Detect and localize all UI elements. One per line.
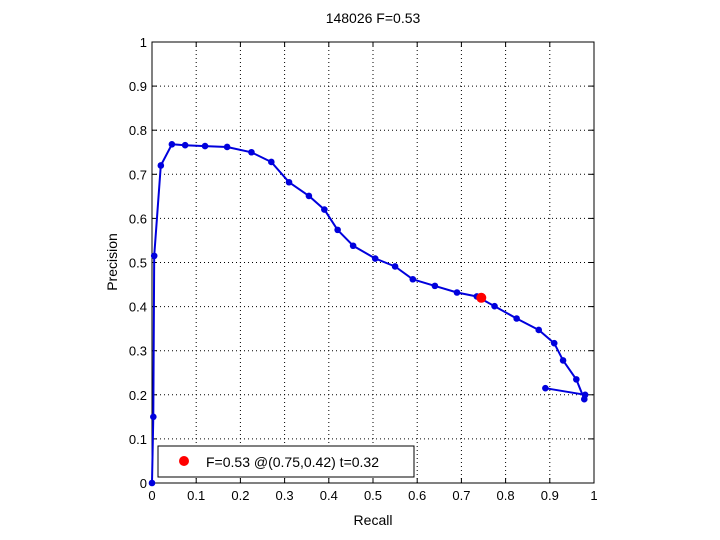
pr-curve-point — [559, 357, 567, 364]
x-tick-label: 0.5 — [364, 488, 382, 503]
pr-curve-point — [371, 255, 379, 262]
pr-curve-point — [321, 206, 328, 213]
pr-curve-point — [268, 158, 275, 166]
x-tick-label: 0.3 — [276, 488, 294, 503]
grid — [152, 42, 594, 483]
pr-curve-point — [409, 275, 417, 283]
x-tick-label: 0.6 — [408, 488, 426, 503]
pr-curve-point — [201, 142, 209, 150]
pr-curve-point — [148, 479, 156, 487]
y-tick-label: 0.9 — [129, 79, 147, 94]
y-tick-label: 0 — [140, 476, 147, 491]
legend-box — [157, 445, 415, 478]
chart-title: 148026 F=0.53 — [326, 10, 421, 26]
pr-curve-point — [181, 141, 189, 149]
pr-curve-point — [285, 178, 293, 186]
x-tick-label: 0.7 — [452, 488, 470, 503]
x-tick-label: 0.9 — [541, 488, 559, 503]
pr-curve-point — [581, 391, 589, 399]
pr-curve-point — [513, 315, 520, 322]
y-tick-label: 0.8 — [129, 123, 147, 138]
y-tick-label: 0.3 — [129, 344, 147, 359]
pr-curve-point — [157, 162, 165, 169]
pr-curve-point — [150, 413, 157, 421]
pr-curve-point — [573, 376, 580, 383]
pr-curve-point — [391, 263, 399, 270]
pr-curve-point — [453, 289, 461, 296]
y-tick-label: 0.2 — [129, 388, 147, 403]
x-tick-labels: 0 0.1 0.2 0.3 0.4 0.5 0.6 0.7 0.8 0.9 1 — [148, 488, 597, 503]
y-tick-label: 1 — [140, 35, 147, 50]
pr-curve-point — [248, 148, 255, 156]
y-tick-label: 0.6 — [129, 211, 147, 226]
x-tick-label: 0.4 — [320, 488, 338, 503]
y-tick-label: 0.5 — [129, 256, 147, 271]
legend-marker-best-point — [179, 456, 189, 466]
pr-curve-point — [550, 339, 558, 347]
y-tick-label: 0.1 — [129, 432, 147, 447]
pr-curve-point — [349, 242, 357, 250]
y-tick-label: 0.4 — [129, 300, 147, 315]
pr-curve-point — [305, 192, 313, 200]
pr-curve-point — [168, 141, 176, 148]
legend: F=0.53 @(0.75,0.42) t=0.32 — [157, 445, 415, 478]
x-tick-label: 0.8 — [497, 488, 515, 503]
y-axis-label: Precision — [104, 233, 120, 291]
pr-curve-point — [535, 326, 543, 334]
x-tick-label: 0.2 — [231, 488, 249, 503]
x-axis-label: Recall — [354, 512, 393, 528]
pr-curve-point — [542, 384, 549, 392]
pr-curve-point — [431, 282, 439, 290]
x-tick-label: 0.1 — [187, 488, 205, 503]
pr-curve-point — [334, 226, 341, 234]
best-f-point — [476, 292, 487, 303]
y-tick-labels: 0 0.1 0.2 0.3 0.4 0.5 0.6 0.7 0.8 0.9 1 — [129, 35, 147, 491]
y-tick-label: 0.7 — [129, 167, 147, 182]
pr-curve-point — [491, 302, 498, 310]
pr-curve-point — [150, 252, 158, 260]
pr-curve-point — [223, 143, 231, 151]
series-layer — [148, 141, 589, 487]
x-tick-label: 0 — [148, 488, 155, 503]
x-tick-label: 1 — [590, 488, 597, 503]
legend-label: F=0.53 @(0.75,0.42) t=0.32 — [206, 454, 379, 470]
